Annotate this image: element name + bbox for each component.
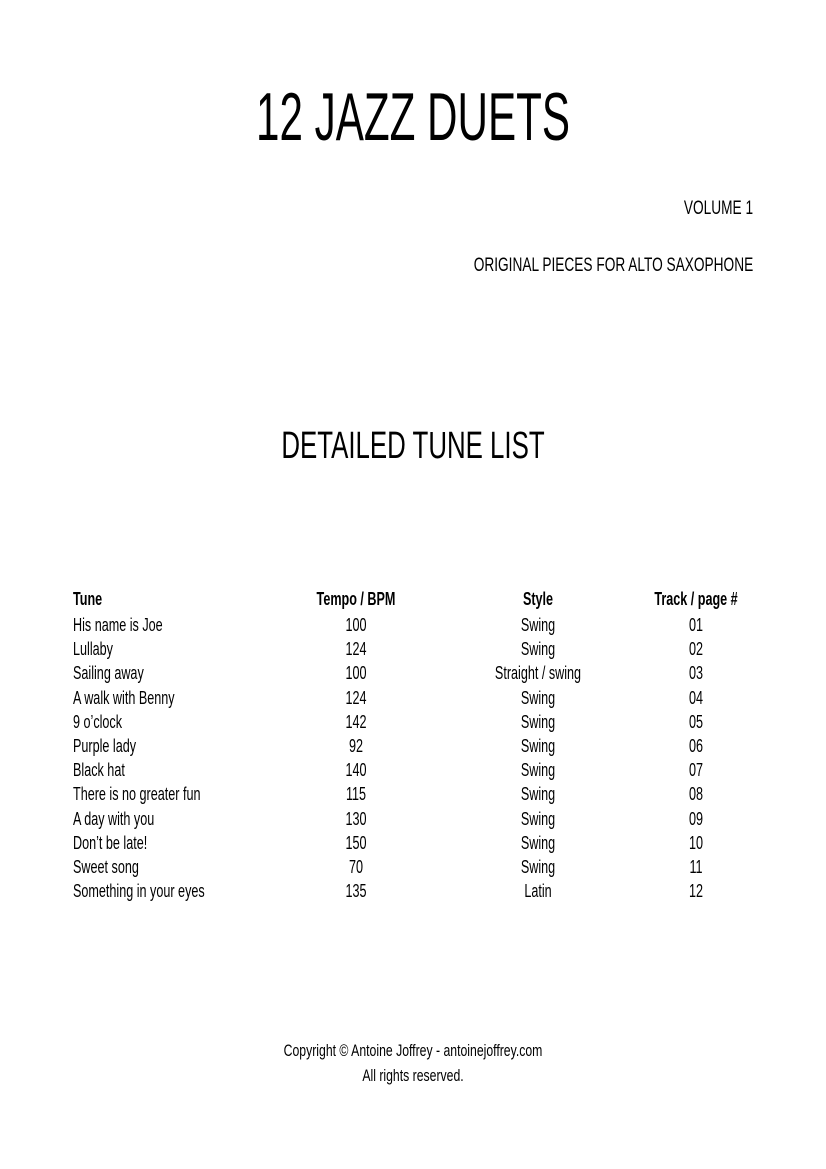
header-tune: Tune [73,589,103,609]
cell-track: 05 [688,711,704,732]
cell-style: Swing [520,711,556,732]
cell-style: Swing [520,615,556,635]
cell-track: 10 [688,832,704,853]
cell-tempo: 124 [345,639,367,660]
cell-tune: Lullaby [73,639,113,660]
cell-track: 09 [688,808,704,829]
cell-tempo: 130 [345,808,367,829]
cell-track: 02 [688,639,704,660]
section-title: DETAILED TUNE LIST [281,425,545,467]
cell-tempo: 150 [345,832,367,853]
cell-tune: Purple lady [73,736,137,756]
cell-style: Latin [524,881,552,902]
header-style: Style [522,589,554,609]
cell-style: Swing [520,832,556,853]
subtitle: ORIGINAL PIECES FOR ALTO SAXOPHONE [473,255,753,276]
cell-tune: Black hat [73,760,125,781]
cell-tune: 9 o’clock [73,711,123,732]
cell-track: 11 [689,857,703,877]
cell-track: 01 [688,615,704,635]
cell-tune: His name is Joe [73,615,163,635]
cell-tempo: 100 [345,615,367,635]
cell-tune: A day with you [73,808,155,829]
cell-tune: Sweet song [73,857,139,877]
cell-style: Swing [520,808,556,829]
cell-tune: Sailing away [73,663,144,684]
cell-tempo: 142 [345,711,367,732]
cell-track: 06 [688,736,704,756]
header-track: Track / page # [654,589,738,609]
cell-style: Straight / swing [494,663,582,684]
cell-track: 07 [688,760,704,781]
cell-track: 04 [688,687,704,708]
cell-tune: There is no greater fun [73,784,201,805]
cell-tempo: 115 [345,784,367,805]
cell-tempo: 135 [345,881,367,902]
rights-notice: All rights reserved. [362,1066,464,1085]
header-tempo: Tempo / BPM [316,589,396,609]
cell-tempo: 92 [348,736,364,756]
copyright-notice: Copyright © Antoine Joffrey - antoinejof… [283,1041,543,1060]
cell-track: 08 [688,784,704,805]
volume-label: VOLUME 1 [683,198,753,219]
cell-style: Swing [520,784,556,805]
cell-tune: A walk with Benny [73,687,175,708]
cell-tune: Something in your eyes [73,881,205,902]
cell-tempo: 70 [348,857,364,877]
cell-track: 03 [688,663,704,684]
cell-style: Swing [520,736,556,756]
cell-tempo: 124 [345,687,367,708]
cell-tune: Don’t be late! [73,832,148,853]
cell-track: 12 [688,881,704,902]
cell-tempo: 140 [345,760,367,781]
cell-style: Swing [520,687,556,708]
cell-tempo: 100 [345,663,367,684]
cell-style: Swing [520,857,556,877]
cell-style: Swing [520,760,556,781]
cell-style: Swing [520,639,556,660]
document-title: 12 JAZZ DUETS [256,79,570,155]
